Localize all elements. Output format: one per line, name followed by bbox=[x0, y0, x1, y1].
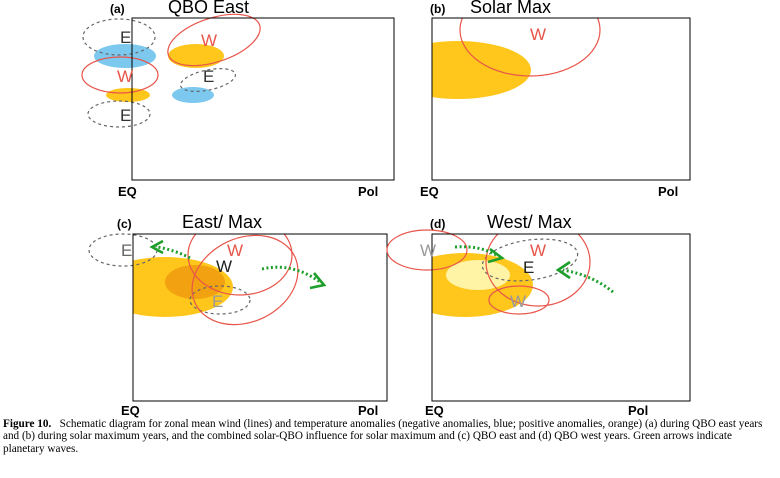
panel-a-tag: (a) bbox=[110, 2, 125, 16]
easterly-label: E bbox=[212, 292, 223, 311]
panel-b-title: Solar Max bbox=[470, 0, 551, 17]
negative-anomaly bbox=[172, 87, 214, 103]
westerly-contour bbox=[81, 56, 159, 94]
westerly-label: W bbox=[201, 31, 217, 50]
positive-anomaly bbox=[106, 88, 150, 102]
westerly-contour bbox=[191, 234, 299, 326]
panel-d-axis-right: Pol bbox=[628, 403, 648, 418]
panel-a-axis-right: Pol bbox=[358, 184, 378, 199]
easterly-contour bbox=[481, 238, 579, 282]
westerly-contour bbox=[167, 13, 261, 67]
positive-anomaly-core bbox=[165, 265, 225, 299]
panel-c: (c) East/ Max E W W E EQ Pol bbox=[88, 212, 388, 418]
positive-anomaly-light bbox=[446, 260, 510, 290]
positive-anomaly bbox=[432, 41, 531, 99]
positive-anomaly bbox=[168, 44, 224, 68]
panel-c-title: East/ Max bbox=[182, 212, 262, 232]
westerly-contour bbox=[488, 285, 550, 315]
panel-d-title: West/ Max bbox=[487, 212, 572, 232]
planetary-wave-arrowhead bbox=[555, 260, 571, 280]
panel-c-axis-left: EQ bbox=[121, 403, 140, 418]
panel-c-axis-right: Pol bbox=[358, 403, 378, 418]
panel-c-tag: (c) bbox=[117, 217, 132, 231]
easterly-label: E bbox=[121, 241, 132, 260]
panel-a-anomalies bbox=[94, 44, 224, 103]
panel-d-westerlies bbox=[485, 234, 591, 307]
westerly-label: W bbox=[227, 241, 243, 260]
westerly-contour bbox=[459, 18, 601, 77]
panel-d-tag: (d) bbox=[430, 217, 445, 231]
panel-a-title: QBO East bbox=[168, 0, 249, 17]
easterly-contour bbox=[179, 68, 237, 92]
easterly-label: E bbox=[120, 106, 131, 125]
panel-b-fields bbox=[432, 18, 601, 99]
panel-b-tag: (b) bbox=[430, 2, 445, 16]
panel-d-wind-contours bbox=[386, 229, 579, 315]
panel-c-westerlies bbox=[187, 234, 299, 326]
easterly-label: E bbox=[120, 28, 131, 47]
planetary-wave-arrowhead bbox=[149, 239, 164, 255]
panel-d-fields bbox=[432, 253, 533, 317]
caption-text: Schematic diagram for zonal mean wind (l… bbox=[3, 418, 763, 455]
panel-a-wind-contours bbox=[81, 13, 261, 128]
panel-b-axis-left: EQ bbox=[420, 184, 439, 199]
westerly-label: W bbox=[117, 67, 133, 86]
panel-b-axis-right: Pol bbox=[658, 184, 678, 199]
planetary-wave-arrow bbox=[156, 245, 191, 260]
easterly-contour bbox=[82, 18, 156, 56]
planetary-wave-arrow bbox=[261, 265, 321, 284]
figure-caption: Figure 10. Schematic diagram for zonal m… bbox=[3, 418, 775, 455]
westerly-label: W bbox=[510, 292, 526, 311]
planetary-wave-arrowhead bbox=[487, 247, 505, 264]
easterly-contour bbox=[87, 100, 151, 128]
easterly-label: E bbox=[523, 258, 534, 277]
negative-anomaly bbox=[94, 44, 156, 68]
panel-d-axis-left: EQ bbox=[425, 403, 444, 418]
panel-a-axis-left: EQ bbox=[118, 184, 137, 199]
westerly-label: W bbox=[420, 241, 436, 260]
planetary-wave-arrowhead bbox=[309, 272, 327, 290]
panel-d: (d) West/ Max W W E W EQ Pol bbox=[386, 212, 691, 418]
westerly-label: W bbox=[530, 25, 546, 44]
planetary-wave-arrow bbox=[562, 268, 614, 294]
panel-c-frame bbox=[132, 233, 388, 402]
westerly-contour bbox=[386, 229, 468, 271]
easterly-label: E bbox=[203, 67, 214, 86]
panel-a: (a) QBO East E W W E E EQ Pol bbox=[81, 0, 395, 199]
panel-d-frame bbox=[431, 233, 691, 402]
panel-a-frame bbox=[131, 17, 395, 181]
westerly-label: W bbox=[216, 257, 232, 276]
panel-c-fields bbox=[133, 257, 233, 317]
panel-b-frame bbox=[431, 17, 691, 181]
easterly-contour bbox=[189, 285, 251, 315]
panel-b: (b) Solar Max W EQ Pol bbox=[420, 0, 691, 199]
westerly-contour bbox=[485, 234, 591, 307]
westerly-label: W bbox=[530, 241, 546, 260]
westerly-contour bbox=[187, 234, 293, 296]
caption-lead: Figure 10. bbox=[3, 418, 52, 430]
